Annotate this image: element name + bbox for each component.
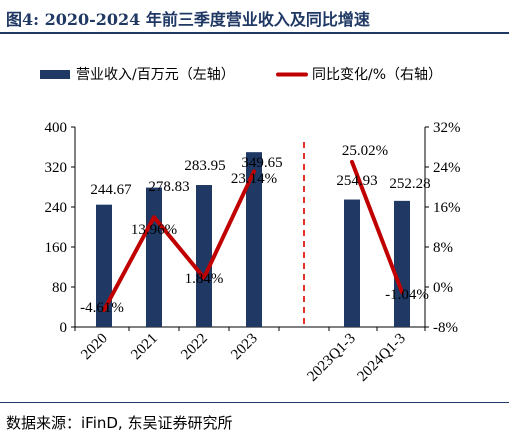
x-axis-category-label: 2022 <box>178 331 211 364</box>
revenue-value-label: 278.83 <box>148 179 189 195</box>
left-axis-tick-label: 0 <box>60 320 68 336</box>
chart-title: 图4: 2020-2024 年前三季度营业收入及同比增速 <box>6 10 370 29</box>
revenue-value-label: 283.95 <box>184 158 225 174</box>
growth-value-label: 13.96% <box>131 222 177 238</box>
revenue-bar <box>394 200 410 327</box>
right-axis-tick-label: 32% <box>433 120 461 136</box>
x-axis-category-label: 2024Q1-3 <box>355 331 409 385</box>
legend-bar-label: 营业收入/百万元（左轴） <box>76 67 235 83</box>
right-axis-tick-label: 8% <box>433 240 453 256</box>
left-axis-tick-label: 160 <box>45 240 68 256</box>
growth-value-label: 23.14% <box>231 171 277 187</box>
revenue-value-label: 254.93 <box>336 173 377 189</box>
x-axis-category-label: 2021 <box>128 331 161 364</box>
yoy-growth-line <box>350 159 404 295</box>
revenue-value-label: 244.67 <box>90 182 132 198</box>
right-axis-tick-label: -8% <box>433 320 458 336</box>
revenue-bar <box>96 204 112 327</box>
right-axis-tick-label: 24% <box>433 160 461 176</box>
footer-rule <box>0 402 509 403</box>
growth-value-label: -1.04% <box>385 287 429 303</box>
x-axis-category-label: 2020 <box>78 331 111 364</box>
title-rule <box>0 32 509 34</box>
revenue-value-label: 252.28 <box>389 176 430 192</box>
revenue-bar <box>146 187 162 327</box>
source-note: 数据来源：iFinD, 东吴证券研究所 <box>6 414 233 432</box>
chart: 营业收入/百万元（左轴） 同比变化/%（右轴） 0 80 160 240 320 400 -8%… <box>40 67 461 385</box>
legend-line-label: 同比变化/%（右轴） <box>312 67 442 83</box>
left-axis-tick-label: 240 <box>45 200 68 216</box>
right-axis-tick-label: 0% <box>433 280 453 296</box>
revenue-bar <box>246 152 262 327</box>
left-axis-tick-label: 80 <box>52 280 67 296</box>
x-axis-category-label: 2023Q1-3 <box>305 331 359 385</box>
yoy-growth-line <box>102 169 256 313</box>
left-axis-tick-label: 400 <box>45 120 68 136</box>
x-axis-category-label: 2023 <box>228 331 261 364</box>
growth-value-label: 25.02% <box>342 143 388 159</box>
right-axis-tick-label: 16% <box>433 200 461 216</box>
growth-value-label: 1.84% <box>185 271 224 287</box>
revenue-bar <box>344 199 360 327</box>
legend-bar-swatch <box>40 70 70 79</box>
left-axis-tick-label: 320 <box>45 160 68 176</box>
revenue-bar <box>196 185 212 327</box>
revenue-value-label: 349.65 <box>241 155 282 171</box>
growth-value-label: -4.61% <box>80 300 124 316</box>
